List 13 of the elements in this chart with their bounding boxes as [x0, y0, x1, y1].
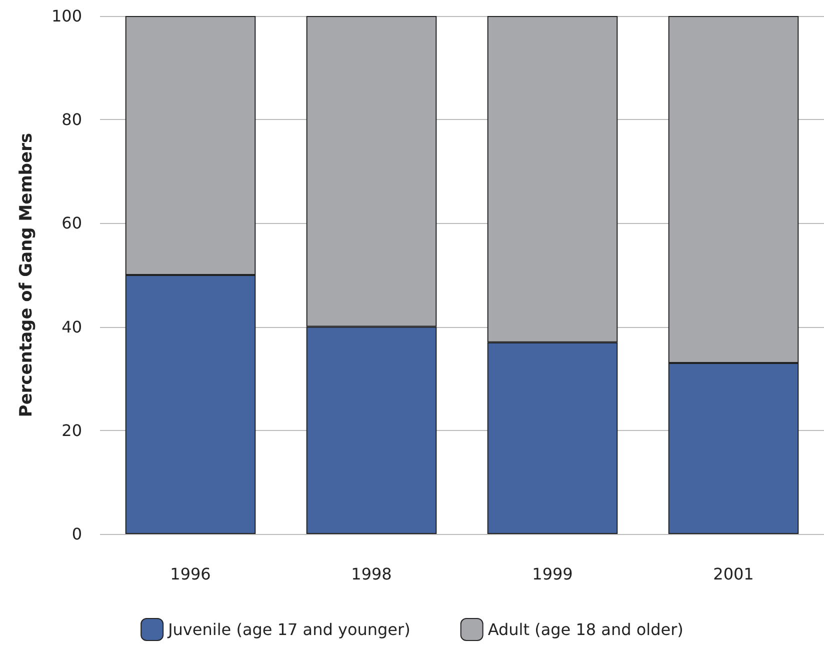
x-tick-label: 1999: [532, 564, 573, 584]
y-tick-label: 40: [62, 317, 82, 336]
y-axis-title: Percentage of Gang Members: [16, 132, 36, 418]
y-tick-label: 20: [62, 420, 82, 440]
x-tick-label: 2001: [713, 564, 754, 584]
y-tick-label: 80: [62, 110, 82, 130]
legend-label: Juvenile (age 17 and younger): [167, 620, 410, 639]
y-tick-label: 0: [72, 524, 82, 544]
y-tick-label: 100: [51, 6, 82, 26]
x-tick-label: 1998: [351, 564, 392, 584]
x-tick-label: 1996: [170, 564, 211, 584]
legend-label: Adult (age 18 and older): [488, 620, 684, 639]
y-tick-label: 60: [62, 214, 82, 233]
